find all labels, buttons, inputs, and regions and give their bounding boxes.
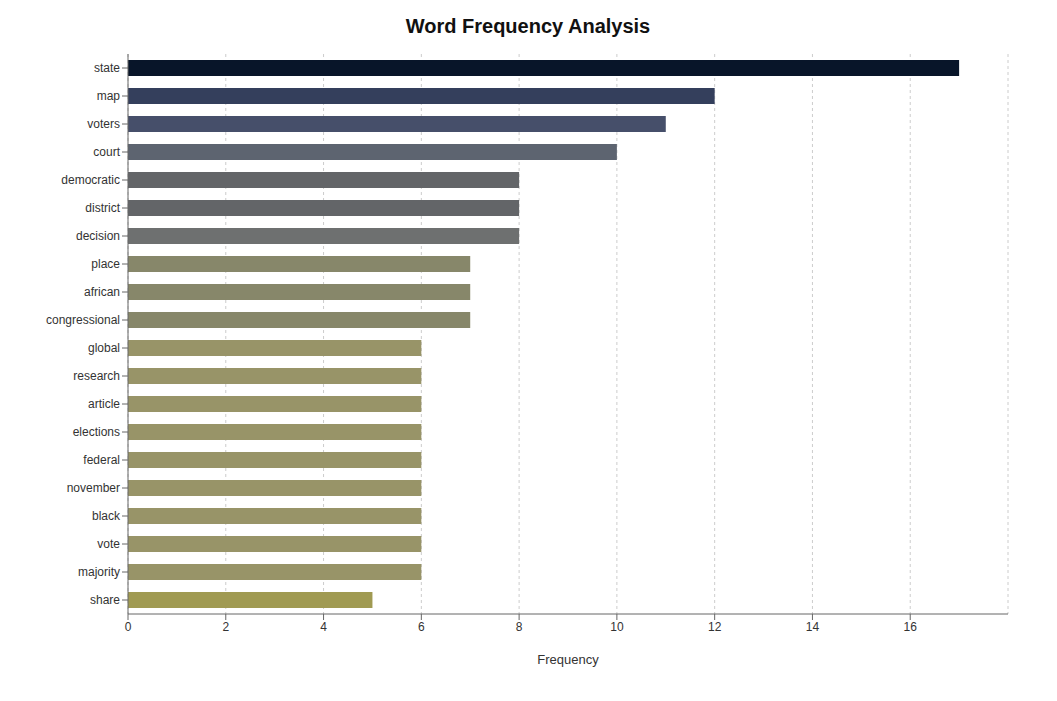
svg-text:black: black xyxy=(92,509,121,523)
svg-text:10: 10 xyxy=(610,620,624,634)
svg-text:0: 0 xyxy=(125,620,132,634)
svg-text:share: share xyxy=(90,593,120,607)
svg-text:14: 14 xyxy=(806,620,820,634)
svg-text:research: research xyxy=(73,369,120,383)
svg-text:place: place xyxy=(91,257,120,271)
svg-text:global: global xyxy=(88,341,120,355)
svg-text:district: district xyxy=(85,201,120,215)
svg-text:6: 6 xyxy=(418,620,425,634)
svg-text:map: map xyxy=(97,89,121,103)
svg-text:state: state xyxy=(94,61,120,75)
html-text:Word Frequency Analysis: Word Frequency Analysis xyxy=(405,15,651,37)
svg-text:court: court xyxy=(93,145,120,159)
svg-text:federal: federal xyxy=(83,453,120,467)
svg-text:african: african xyxy=(84,285,120,299)
svg-text:elections: elections xyxy=(73,425,120,439)
svg-text:12: 12 xyxy=(708,620,722,634)
svg-text:vote: vote xyxy=(97,537,120,551)
svg-text:majority: majority xyxy=(78,565,120,579)
svg-text:november: november xyxy=(67,481,120,495)
svg-text:voters: voters xyxy=(87,117,120,131)
svg-text:decision: decision xyxy=(76,229,120,243)
svg-text:16: 16 xyxy=(904,620,918,634)
svg-text:2: 2 xyxy=(222,620,229,634)
svg-text:4: 4 xyxy=(320,620,327,634)
svg-text:congressional: congressional xyxy=(46,313,120,327)
svg-text:8: 8 xyxy=(516,620,523,634)
svg-text:democratic: democratic xyxy=(61,173,120,187)
svg-text:article: article xyxy=(88,397,120,411)
svg-text:Frequency: Frequency xyxy=(537,652,599,667)
